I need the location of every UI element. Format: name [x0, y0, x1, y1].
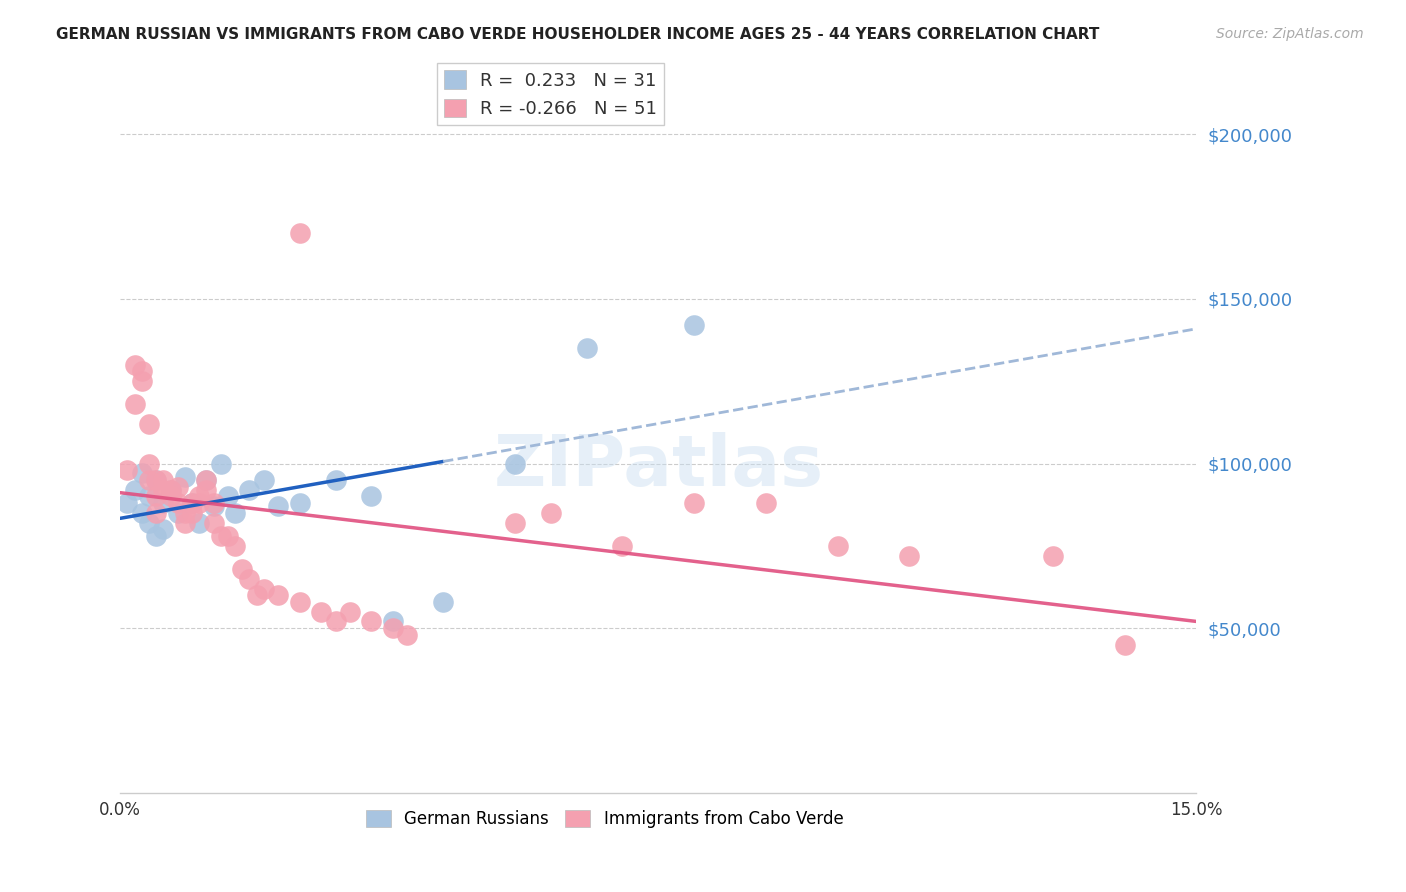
- Text: GERMAN RUSSIAN VS IMMIGRANTS FROM CABO VERDE HOUSEHOLDER INCOME AGES 25 - 44 YEA: GERMAN RUSSIAN VS IMMIGRANTS FROM CABO V…: [56, 27, 1099, 42]
- Point: [503, 516, 526, 530]
- Point: [173, 506, 195, 520]
- Point: [195, 483, 218, 497]
- Point: [381, 621, 404, 635]
- Point: [898, 549, 921, 563]
- Point: [173, 469, 195, 483]
- Point: [432, 595, 454, 609]
- Point: [325, 615, 347, 629]
- Point: [145, 529, 167, 543]
- Point: [195, 473, 218, 487]
- Point: [124, 397, 146, 411]
- Point: [138, 417, 160, 431]
- Point: [131, 506, 153, 520]
- Point: [288, 595, 311, 609]
- Point: [238, 483, 260, 497]
- Point: [755, 496, 778, 510]
- Point: [131, 374, 153, 388]
- Point: [166, 479, 188, 493]
- Point: [159, 483, 181, 497]
- Point: [131, 364, 153, 378]
- Point: [145, 473, 167, 487]
- Point: [612, 539, 634, 553]
- Point: [1042, 549, 1064, 563]
- Point: [396, 628, 419, 642]
- Point: [181, 496, 204, 510]
- Point: [217, 490, 239, 504]
- Point: [159, 483, 181, 497]
- Point: [166, 506, 188, 520]
- Point: [145, 473, 167, 487]
- Point: [238, 572, 260, 586]
- Point: [224, 539, 246, 553]
- Point: [181, 496, 204, 510]
- Point: [1114, 638, 1136, 652]
- Point: [131, 467, 153, 481]
- Point: [188, 490, 211, 504]
- Point: [253, 473, 276, 487]
- Point: [145, 506, 167, 520]
- Point: [503, 457, 526, 471]
- Point: [267, 500, 290, 514]
- Point: [181, 506, 204, 520]
- Point: [288, 496, 311, 510]
- Point: [117, 496, 139, 510]
- Point: [152, 496, 174, 510]
- Point: [246, 588, 269, 602]
- Point: [152, 522, 174, 536]
- Point: [224, 506, 246, 520]
- Point: [138, 490, 160, 504]
- Point: [152, 483, 174, 497]
- Point: [138, 473, 160, 487]
- Point: [360, 490, 382, 504]
- Point: [195, 473, 218, 487]
- Point: [145, 490, 167, 504]
- Point: [166, 496, 188, 510]
- Point: [325, 473, 347, 487]
- Legend: German Russians, Immigrants from Cabo Verde: German Russians, Immigrants from Cabo Ve…: [359, 804, 851, 835]
- Point: [209, 529, 232, 543]
- Point: [309, 605, 332, 619]
- Point: [117, 463, 139, 477]
- Point: [217, 529, 239, 543]
- Point: [188, 496, 211, 510]
- Point: [188, 516, 211, 530]
- Text: ZIPatlas: ZIPatlas: [494, 433, 824, 501]
- Point: [231, 562, 253, 576]
- Point: [683, 496, 706, 510]
- Point: [124, 483, 146, 497]
- Point: [253, 582, 276, 596]
- Point: [159, 490, 181, 504]
- Point: [138, 457, 160, 471]
- Point: [267, 588, 290, 602]
- Point: [202, 496, 225, 510]
- Point: [540, 506, 562, 520]
- Point: [339, 605, 361, 619]
- Point: [288, 226, 311, 240]
- Point: [827, 539, 849, 553]
- Point: [152, 473, 174, 487]
- Text: Source: ZipAtlas.com: Source: ZipAtlas.com: [1216, 27, 1364, 41]
- Point: [202, 500, 225, 514]
- Point: [381, 615, 404, 629]
- Point: [138, 516, 160, 530]
- Point: [124, 358, 146, 372]
- Point: [575, 341, 598, 355]
- Point: [209, 457, 232, 471]
- Point: [360, 615, 382, 629]
- Point: [683, 318, 706, 333]
- Point: [202, 516, 225, 530]
- Point: [173, 516, 195, 530]
